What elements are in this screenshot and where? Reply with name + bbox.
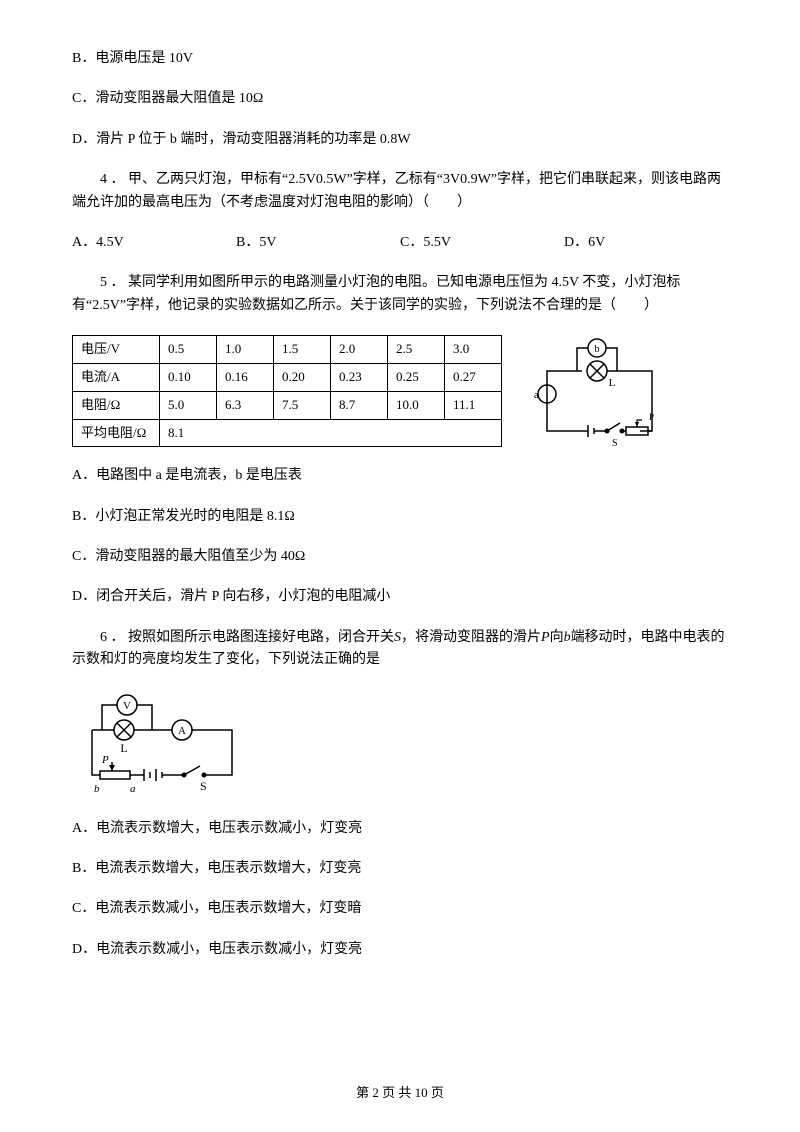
table-row: 电压/V 0.5 1.0 1.5 2.0 2.5 3.0 bbox=[73, 336, 502, 364]
q6-option-c: C．电流表示数减小，电压表示数增大，灯变暗 bbox=[72, 898, 728, 920]
table-row: 平均电阻/Ω 8.1 bbox=[73, 419, 502, 447]
table-cell: 7.5 bbox=[274, 391, 331, 419]
rheostat-b-label: b bbox=[94, 783, 100, 795]
bulb-l-label: L bbox=[120, 741, 127, 755]
table-cell: 1.0 bbox=[217, 336, 274, 364]
q4-option-b: B．5V bbox=[236, 232, 400, 254]
rheostat-label: P bbox=[649, 412, 654, 422]
table-cell: 6.3 bbox=[217, 391, 274, 419]
voltmeter-label: V bbox=[123, 700, 131, 712]
table-cell: 0.20 bbox=[274, 363, 331, 391]
table-cell: 5.0 bbox=[160, 391, 217, 419]
table-cell: 0.25 bbox=[388, 363, 445, 391]
table-row: 电阻/Ω 5.0 6.3 7.5 8.7 10.0 11.1 bbox=[73, 391, 502, 419]
q6-stem-s: S bbox=[394, 630, 401, 645]
table-cell: 2.0 bbox=[331, 336, 388, 364]
table-cell: 8.7 bbox=[331, 391, 388, 419]
q6-option-b: B．电流表示数增大，电压表示数增大，灯变亮 bbox=[72, 858, 728, 880]
q6-stem: 6 ． 按照如图所示电路图连接好电路，闭合开关S，将滑动变阻器的滑片P向b端移动… bbox=[72, 627, 728, 672]
page-footer: 第 2 页 共 10 页 bbox=[0, 1083, 800, 1104]
q6-option-a: A．电流表示数增大，电压表示数减小，灯变亮 bbox=[72, 818, 728, 840]
table-cell: 电压/V bbox=[73, 336, 160, 364]
q3-option-c: C．滑动变阻器最大阻值是 10Ω bbox=[72, 88, 728, 110]
table-cell: 平均电阻/Ω bbox=[73, 419, 160, 447]
table-cell: 0.16 bbox=[217, 363, 274, 391]
table-cell: 10.0 bbox=[388, 391, 445, 419]
table-cell: 8.1 bbox=[160, 419, 502, 447]
switch-s-label: S bbox=[200, 779, 207, 793]
q5-option-d: D．闭合开关后，滑片 P 向右移，小灯泡的电阻减小 bbox=[72, 586, 728, 608]
q6-circuit-diagram: V A L S P b a bbox=[72, 690, 252, 800]
meter-a-label: a bbox=[534, 390, 539, 401]
table-cell: 0.23 bbox=[331, 363, 388, 391]
table-cell: 0.5 bbox=[160, 336, 217, 364]
table-cell: 11.1 bbox=[445, 391, 502, 419]
q6-stem-part2: ，将滑动变阻器的滑片 bbox=[401, 630, 541, 645]
q5-option-b: B．小灯泡正常发光时的电阻是 8.1Ω bbox=[72, 506, 728, 528]
table-cell: 0.27 bbox=[445, 363, 502, 391]
q6-stem-part3: 向 bbox=[550, 630, 564, 645]
q5-option-a: A．电路图中 a 是电流表，b 是电压表 bbox=[72, 465, 728, 487]
q6-stem-P: P bbox=[541, 630, 550, 645]
q3-option-b: B．电源电压是 10V bbox=[72, 48, 728, 70]
q4-options: A．4.5V B．5V C．5.5V D．6V bbox=[72, 232, 728, 254]
q4-option-c: C．5.5V bbox=[400, 232, 564, 254]
q5-data-table: 电压/V 0.5 1.0 1.5 2.0 2.5 3.0 电流/A 0.10 0… bbox=[72, 335, 502, 447]
table-row: 电流/A 0.10 0.16 0.20 0.23 0.25 0.27 bbox=[73, 363, 502, 391]
q6-stem-b: b bbox=[564, 630, 571, 645]
meter-b-label: b bbox=[595, 344, 600, 355]
table-cell: 0.10 bbox=[160, 363, 217, 391]
q5-stem: 5 ． 某同学利用如图所甲示的电路测量小灯泡的电阻。已知电源电压恒为 4.5V … bbox=[72, 272, 728, 317]
q4-option-d: D．6V bbox=[564, 232, 728, 254]
rheostat-a-label: a bbox=[130, 783, 136, 795]
table-cell: 3.0 bbox=[445, 336, 502, 364]
q5-table-figure-row: 电压/V 0.5 1.0 1.5 2.0 2.5 3.0 电流/A 0.10 0… bbox=[72, 335, 728, 447]
q4-option-a: A．4.5V bbox=[72, 232, 236, 254]
rheostat-p-label: P bbox=[101, 754, 109, 766]
table-cell: 2.5 bbox=[388, 336, 445, 364]
ammeter-label: A bbox=[178, 725, 186, 737]
table-cell: 电阻/Ω bbox=[73, 391, 160, 419]
switch-label: S bbox=[612, 438, 618, 446]
q5-circuit-diagram: b L a S P bbox=[522, 336, 672, 446]
q3-option-d: D．滑片 P 位于 b 端时，滑动变阻器消耗的功率是 0.8W bbox=[72, 129, 728, 151]
q6-stem-part1: 6 ． 按照如图所示电路图连接好电路，闭合开关 bbox=[100, 630, 394, 645]
q6-option-d: D．电流表示数减小，电压表示数减小，灯变亮 bbox=[72, 939, 728, 961]
q5-option-c: C．滑动变阻器的最大阻值至少为 40Ω bbox=[72, 546, 728, 568]
bulb-label: L bbox=[609, 377, 616, 389]
table-cell: 电流/A bbox=[73, 363, 160, 391]
table-cell: 1.5 bbox=[274, 336, 331, 364]
q4-stem: 4 ． 甲、乙两只灯泡，甲标有“2.5V0.5W”字样，乙标有“3V0.9W”字… bbox=[72, 169, 728, 214]
